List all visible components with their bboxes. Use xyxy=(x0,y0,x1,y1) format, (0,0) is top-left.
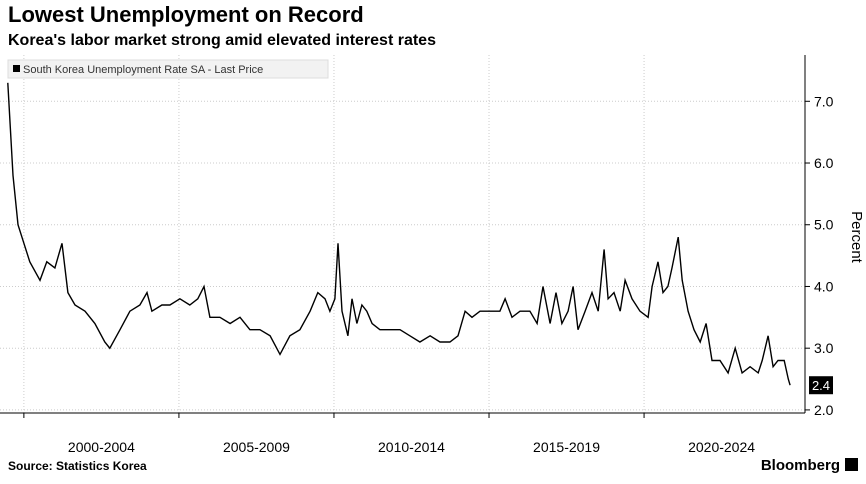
y-tick-label: 5.0 xyxy=(814,217,834,233)
brand-icon xyxy=(845,458,858,471)
brand: Bloomberg xyxy=(761,457,840,474)
y-tick-label: 7.0 xyxy=(814,93,834,109)
legend-swatch xyxy=(13,65,20,72)
source: Source: Statistics Korea xyxy=(8,459,147,473)
legend-box xyxy=(7,59,329,79)
x-tick-label: 2015-2019 xyxy=(533,439,600,455)
last-value-box xyxy=(809,376,833,395)
y-tick-label: 4.0 xyxy=(814,278,834,294)
chart-title: Lowest Unemployment on Record xyxy=(8,2,364,27)
y-axis-label: Percent xyxy=(848,211,865,264)
line xyxy=(7,82,791,386)
y-tick-label: 2.0 xyxy=(814,402,834,418)
chart-subtitle: Korea's labor market strong amid elevate… xyxy=(8,32,436,49)
x-tick-label: 2005-2009 xyxy=(223,439,290,455)
y-tick-label: 6.0 xyxy=(814,155,834,171)
last-value-label: 2.4 xyxy=(812,378,830,393)
x-tick-label: 2010-2014 xyxy=(378,439,445,455)
x-tick-label: 2020-2024 xyxy=(688,439,755,455)
y-tick-label: 3.0 xyxy=(814,340,834,356)
x-tick-label: 2000-2004 xyxy=(68,439,135,455)
legend-label: South Korea Unemployment Rate SA - Last … xyxy=(23,64,263,76)
